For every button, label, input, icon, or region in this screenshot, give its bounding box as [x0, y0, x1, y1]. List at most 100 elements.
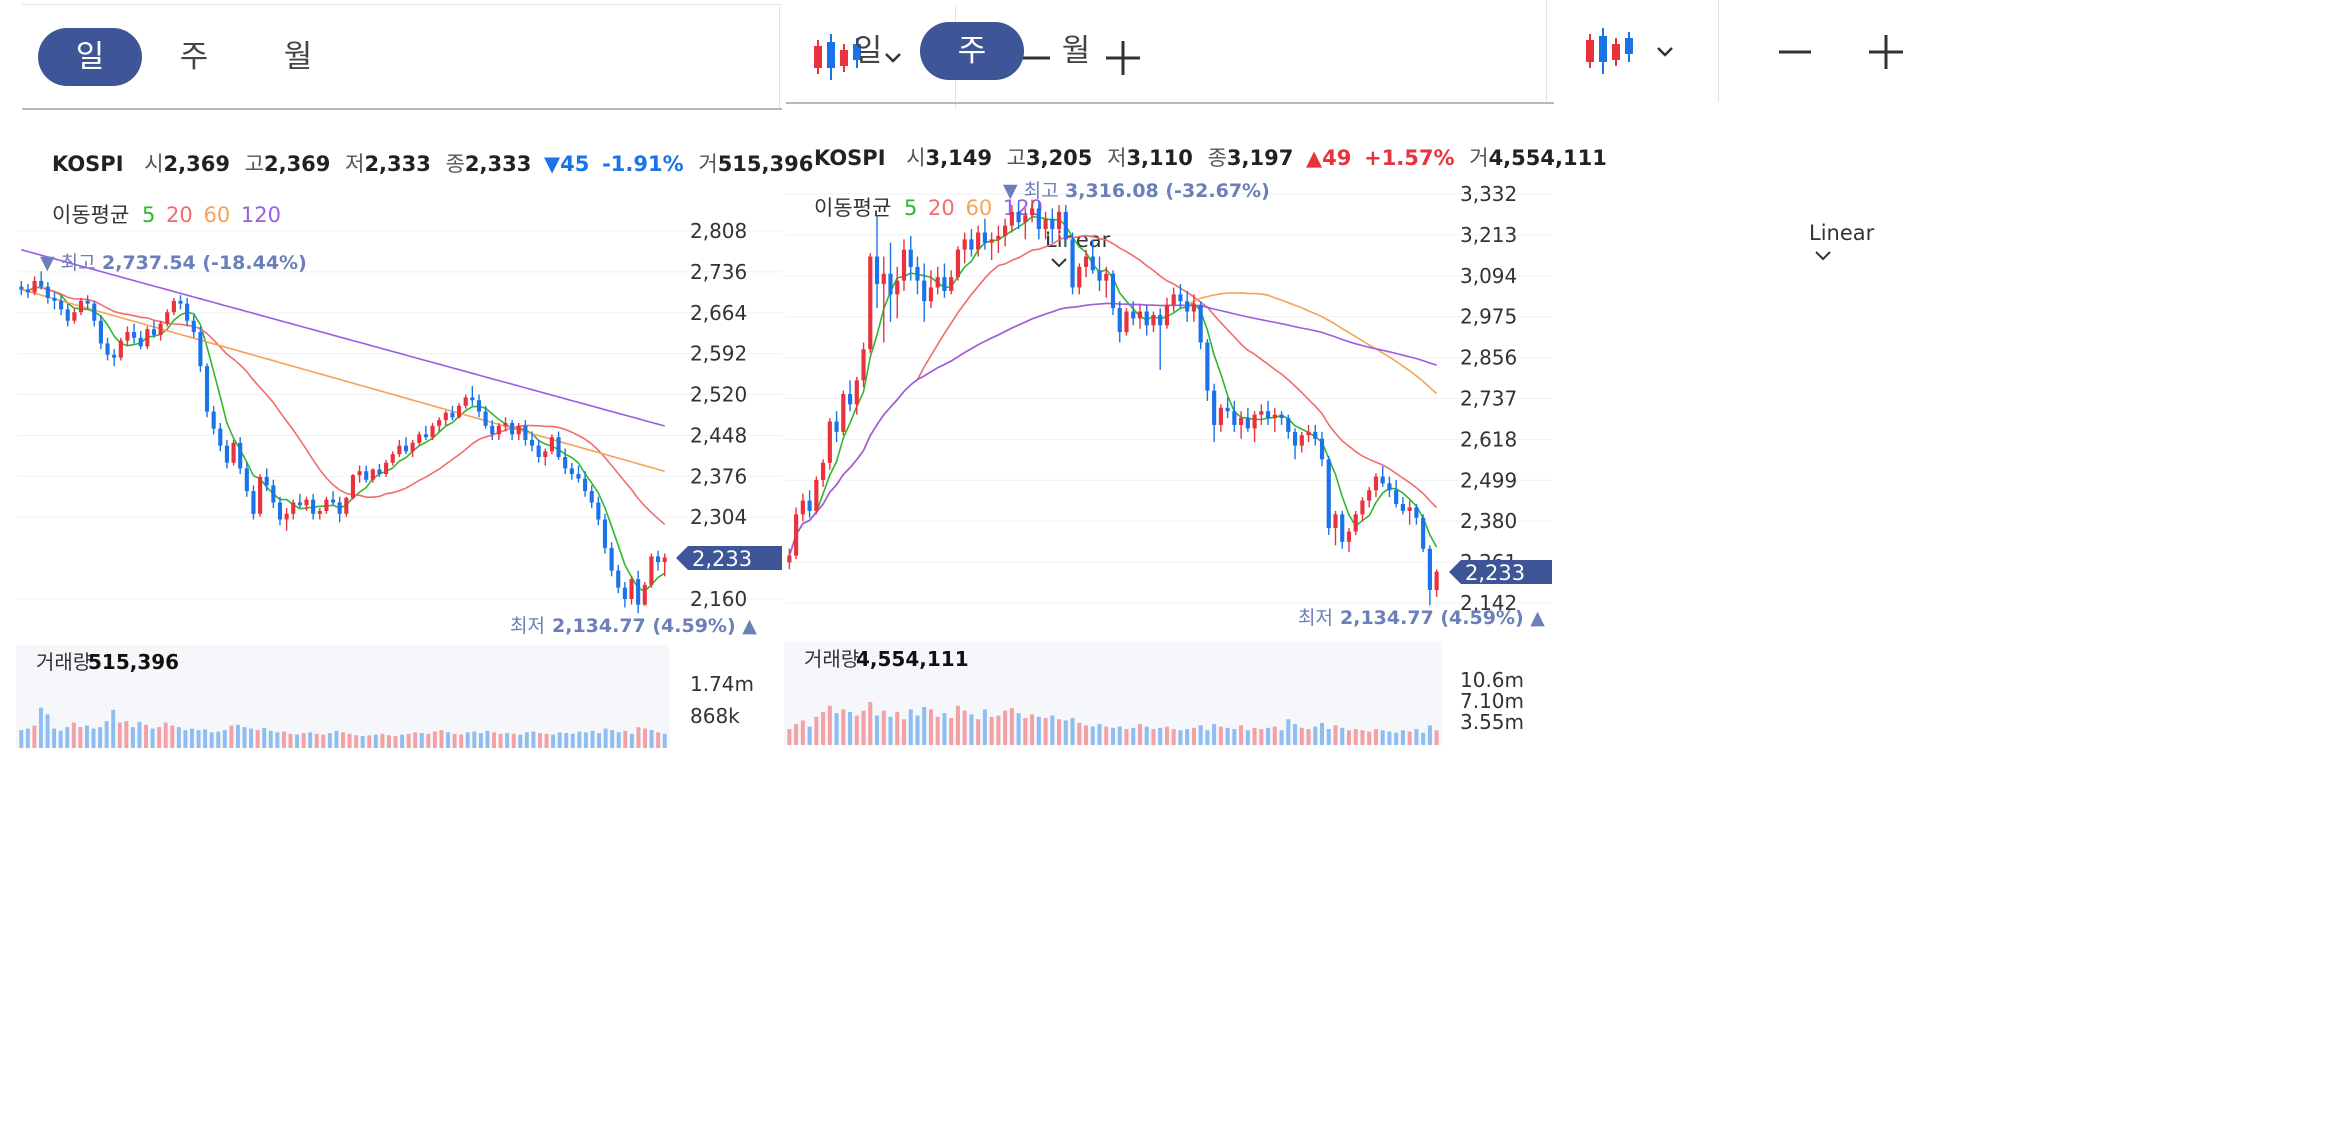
candle-body: [1414, 507, 1419, 518]
candle-body: [807, 500, 812, 511]
ma5-line: [788, 215, 1438, 556]
candle-body: [98, 320, 103, 344]
candle-body: [1380, 476, 1385, 484]
tab-week[interactable]: 주: [179, 39, 209, 75]
tab-month[interactable]: 월: [283, 39, 313, 75]
zoom-out-button[interactable]: [1771, 16, 1841, 86]
scale-selector[interactable]: Linear: [1809, 221, 1874, 269]
candle-body: [874, 256, 880, 285]
volume-bar: [1030, 714, 1035, 745]
minus-icon: [1779, 50, 1811, 54]
max-value-label: 3,316.08 (-32.67%): [1065, 180, 1270, 202]
volume-title-value: 4,554,111: [856, 647, 969, 671]
volume-bar: [814, 716, 819, 745]
volume-bar: [787, 729, 792, 745]
volume-bar: [1124, 729, 1129, 745]
close-value: 2,333: [464, 152, 532, 176]
volume-bar: [190, 728, 194, 748]
candle-body: [820, 462, 826, 480]
candle-body: [357, 471, 362, 476]
volume-bar: [1414, 729, 1419, 745]
y-tick-label: 2,448: [690, 423, 747, 447]
candle-body: [928, 287, 934, 302]
candle-body: [403, 445, 409, 452]
y-tick-label: 2,736: [690, 260, 747, 284]
volume-bar: [1218, 726, 1223, 745]
volume-bar: [901, 719, 907, 745]
candle-body: [503, 422, 508, 426]
volume-bar: [827, 705, 832, 745]
tab-week[interactable]: 주: [920, 22, 1024, 80]
volume-bar: [1252, 727, 1257, 745]
candle-body: [311, 499, 316, 514]
tab-day[interactable]: 일: [38, 28, 142, 86]
volume-bar: [163, 722, 168, 748]
chart-type-button[interactable]: [806, 22, 901, 92]
open-value: 3,149: [925, 146, 992, 170]
candle-body: [969, 239, 974, 250]
ma60-line: [788, 291, 1438, 556]
volume-bar: [1367, 731, 1372, 745]
volume-bar: [807, 726, 812, 745]
candle-body: [132, 332, 137, 338]
volume-bar: [1023, 718, 1028, 745]
y-tick-label: 2,160: [690, 587, 747, 611]
minus-icon: [1018, 56, 1050, 60]
volume-bar: [111, 709, 116, 748]
scale-selector[interactable]: Linear: [1045, 228, 1110, 276]
candle-body: [284, 513, 289, 520]
volume-bar: [393, 736, 398, 748]
candle-body: [908, 249, 913, 267]
candle-body: [915, 266, 920, 281]
volume-bar: [32, 725, 37, 748]
candle-body: [337, 502, 342, 514]
candle-body: [377, 469, 382, 475]
volume-bar: [1400, 730, 1405, 745]
candle-body: [1205, 342, 1210, 391]
volume-bar: [347, 733, 352, 748]
daily-price-chart[interactable]: 2,808 2,736 2,664 2,592 2,520 2,448 2,376 2,304…: [0, 0, 782, 1125]
candle-body: [19, 286, 24, 290]
zoom-in-button[interactable]: [1098, 22, 1168, 92]
volume-value: 515,396: [717, 152, 814, 176]
volume-bar: [1427, 725, 1432, 745]
change-value: 49: [1322, 146, 1352, 170]
volume-bar: [52, 728, 57, 748]
candle-body: [1306, 431, 1311, 436]
candle-body: [800, 500, 805, 515]
low-value: 2,333: [364, 152, 431, 176]
tab-day[interactable]: 일: [853, 33, 883, 69]
candle-body: [1400, 504, 1406, 511]
weekly-price-chart[interactable]: 3,332 3,213 3,094 2,975 2,856 2,737 2,618 2,499…: [784, 0, 1554, 1125]
candle-body: [105, 343, 110, 355]
candle-body: [834, 421, 839, 432]
volume-bar: [1434, 730, 1439, 745]
candle-body: [955, 249, 961, 278]
chevron-down-icon: [1051, 258, 1067, 268]
volume-bar: [478, 733, 483, 748]
volume-bar: [861, 710, 866, 745]
zoom-out-button[interactable]: [1010, 22, 1080, 92]
candle-body: [543, 451, 548, 458]
candle-body: [251, 491, 256, 514]
weekly-chart-panel: 일 주 월 KOSPI 시3,149 고3,205 저3,110 종3,197 …: [784, 0, 1903, 1125]
volume-bar: [216, 731, 221, 748]
candle-body: [191, 320, 196, 333]
volume-bar: [65, 727, 70, 748]
volume-bar: [498, 733, 503, 748]
candle-body: [258, 476, 263, 514]
candle-body: [297, 502, 302, 506]
zoom-in-button[interactable]: [1861, 16, 1931, 86]
tab-month[interactable]: 월: [1061, 33, 1091, 69]
volume-bar: [281, 731, 286, 748]
chart-type-button[interactable]: [1578, 16, 1673, 86]
volume-bar: [1110, 727, 1116, 745]
volume-bar: [78, 727, 83, 748]
candle-body: [1077, 266, 1082, 288]
volume-bar: [1003, 710, 1008, 745]
volume-bar: [1117, 726, 1122, 745]
high-value: 2,369: [263, 152, 331, 176]
candle-body: [78, 300, 84, 313]
candle-body: [976, 232, 981, 250]
candle-body: [1050, 218, 1055, 230]
